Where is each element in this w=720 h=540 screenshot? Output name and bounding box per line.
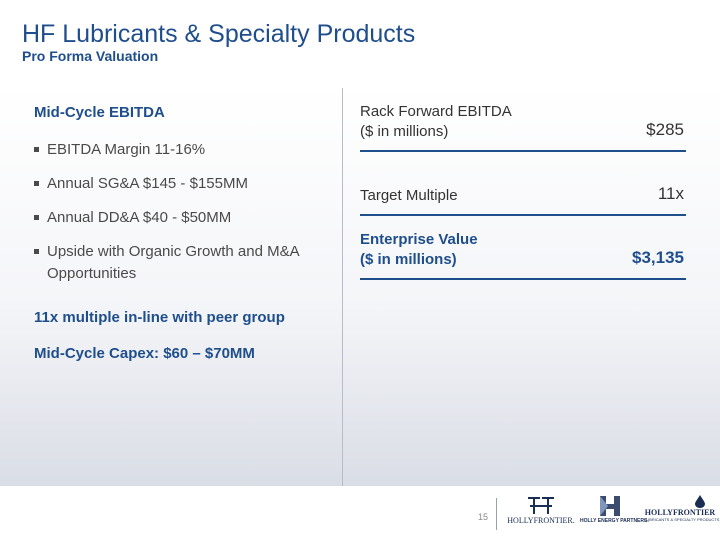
holly-energy-partners-logo-text: HOLLY ENERGY PARTNERS.: [580, 518, 649, 524]
bullet-item: Annual DD&A $40 - $50MM: [34, 207, 334, 229]
peer-group-note: 11x multiple in-line with peer group: [34, 309, 285, 326]
footer: 15 HOLLYFRONTIER. HOLLY ENERGY PARTNERS.…: [0, 486, 720, 540]
table-row: Enterprise Value ($ in millions) $3,135: [360, 230, 686, 280]
bullet-item: EBITDA Margin 11-16%: [34, 139, 334, 161]
table-row: Target Multiple 11x: [360, 168, 686, 216]
row-value: $285: [646, 120, 684, 139]
row-label-line2: ($ in millions): [360, 251, 457, 268]
page-subtitle: Pro Forma Valuation: [22, 48, 159, 64]
hollyfrontier-logo-icon: [528, 497, 554, 514]
bullet-list: EBITDA Margin 11-16% Annual SG&A $145 - …: [34, 139, 334, 297]
content-area: Mid-Cycle EBITDA EBITDA Margin 11-16% An…: [0, 88, 720, 486]
row-label: Target Multiple: [360, 186, 458, 206]
row-label-line1: Enterprise Value: [360, 231, 478, 248]
holly-energy-partners-logo: HOLLY ENERGY PARTNERS.: [580, 494, 649, 524]
droplet-icon: [695, 495, 705, 508]
row-label: Enterprise Value ($ in millions): [360, 230, 478, 270]
row-label-line1: Target Multiple: [360, 187, 458, 204]
hollyfrontier-lubricants-logo: HOLLYFRONTIER LUBRICANTS & SPECIALTY PRO…: [644, 494, 720, 522]
row-value: $3,135: [632, 248, 684, 267]
footer-divider: [496, 498, 497, 530]
bullet-item: Annual SG&A $145 - $155MM: [34, 173, 334, 195]
hollyfrontier-lubricants-logo-subtext: LUBRICANTS & SPECIALTY PRODUCTS: [644, 517, 720, 522]
row-label-line1: Rack Forward EBITDA: [360, 103, 512, 120]
row-label: Rack Forward EBITDA ($ in millions): [360, 102, 512, 142]
hollyfrontier-logo: HOLLYFRONTIER.: [506, 494, 576, 525]
capex-note: Mid-Cycle Capex: $60 – $70MM: [34, 345, 255, 362]
hollyfrontier-logo-text: HOLLYFRONTIER.: [507, 516, 575, 525]
hollyfrontier-lubricants-logo-text: HOLLYFRONTIER: [644, 508, 716, 517]
page-title: HF Lubricants & Specialty Products: [22, 20, 416, 48]
row-label-line2: ($ in millions): [360, 123, 449, 140]
column-divider: [342, 88, 343, 486]
table-row: Rack Forward EBITDA ($ in millions) $285: [360, 102, 686, 152]
bullet-item: Upside with Organic Growth and M&A Oppor…: [34, 241, 334, 285]
section-heading: Mid-Cycle EBITDA: [34, 104, 165, 121]
holly-energy-partners-logo-icon: [600, 496, 620, 516]
row-value: 11x: [657, 184, 684, 203]
page-number: 15: [478, 512, 489, 522]
